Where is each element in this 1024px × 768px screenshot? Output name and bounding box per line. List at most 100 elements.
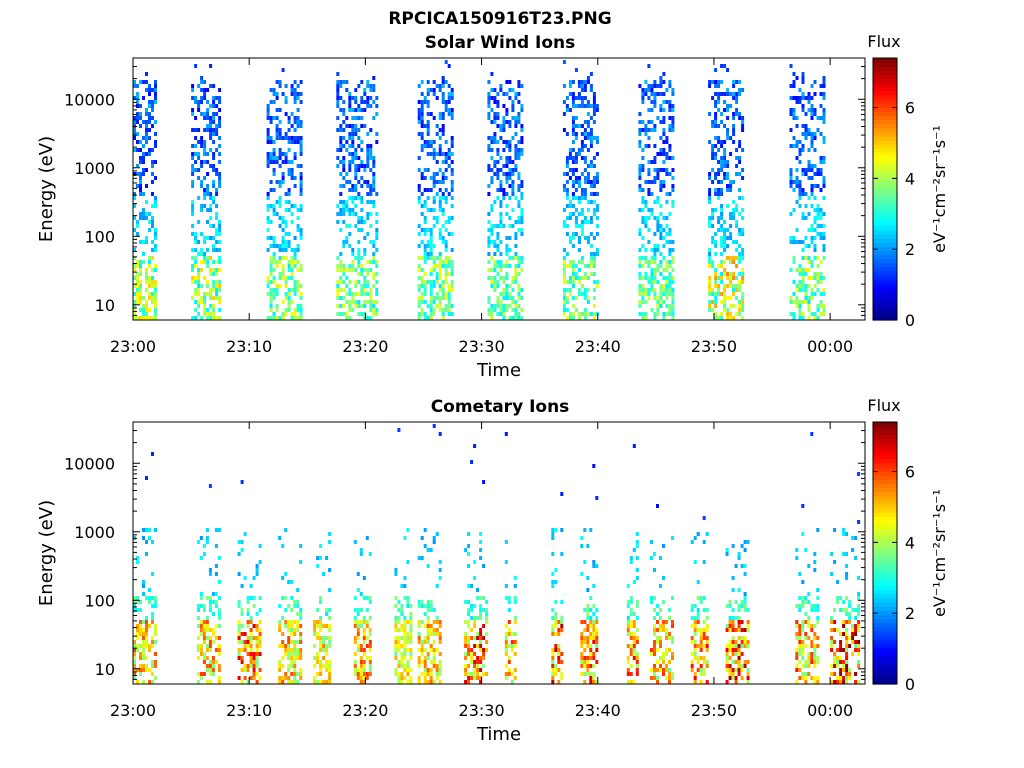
heatmap-cell xyxy=(479,648,483,652)
heatmap-cell xyxy=(845,632,849,636)
heatmap-cell xyxy=(822,112,826,116)
heatmap-cell xyxy=(574,156,578,160)
colorbar-step xyxy=(873,58,897,63)
heatmap-cell xyxy=(577,80,581,84)
heatmap-cell xyxy=(479,548,483,552)
heatmap-cell xyxy=(741,280,745,284)
heatmap-cell xyxy=(368,644,372,648)
heatmap-cell xyxy=(353,540,357,544)
heatmap-cell xyxy=(720,208,724,212)
heatmap-cell xyxy=(560,492,564,496)
heatmap-cell xyxy=(562,248,566,252)
heatmap-cell xyxy=(441,76,445,80)
heatmap-cell xyxy=(420,268,424,272)
heatmap-cell xyxy=(194,236,198,240)
heatmap-cell xyxy=(429,292,433,296)
heatmap-cell xyxy=(205,636,209,640)
heatmap-cell xyxy=(447,288,451,292)
heatmap-cell xyxy=(626,668,630,672)
heatmap-cell xyxy=(693,624,697,628)
heatmap-cell xyxy=(804,288,808,292)
heatmap-cell xyxy=(266,156,270,160)
heatmap-cell xyxy=(217,596,221,600)
heatmap-cell xyxy=(819,304,823,308)
heatmap-cell xyxy=(854,628,858,632)
heatmap-cell xyxy=(200,136,204,140)
heatmap-cell xyxy=(372,116,376,120)
heatmap-cell xyxy=(470,636,474,640)
heatmap-cell xyxy=(635,540,639,544)
heatmap-cell xyxy=(249,636,253,640)
heatmap-cell xyxy=(690,604,694,608)
heatmap-cell xyxy=(136,644,139,648)
heatmap-cell xyxy=(551,628,555,632)
heatmap-cell xyxy=(735,92,739,96)
heatmap-cell xyxy=(275,264,279,268)
heatmap-cell xyxy=(287,308,291,312)
heatmap-cell xyxy=(496,160,500,164)
heatmap-cell xyxy=(218,160,222,164)
heatmap-cell xyxy=(339,312,343,316)
heatmap-cell xyxy=(139,240,142,244)
heatmap-cell xyxy=(659,668,662,672)
heatmap-cell xyxy=(293,668,297,672)
heatmap-cell xyxy=(810,640,814,644)
heatmap-cell xyxy=(592,636,596,640)
heatmap-cell xyxy=(854,680,858,684)
heatmap-cell xyxy=(356,668,360,672)
heatmap-cell xyxy=(208,608,212,612)
heatmap-cell xyxy=(447,260,451,264)
heatmap-cell xyxy=(487,168,491,172)
heatmap-cell xyxy=(653,312,657,316)
heatmap-cell xyxy=(409,676,413,680)
heatmap-cell xyxy=(403,644,407,648)
heatmap-cell xyxy=(504,648,508,652)
heatmap-cell xyxy=(287,580,291,584)
heatmap-cell xyxy=(432,208,436,212)
heatmap-cell xyxy=(644,248,648,252)
heatmap-cell xyxy=(734,564,738,568)
heatmap-cell xyxy=(857,640,861,644)
heatmap-cell xyxy=(732,200,736,204)
heatmap-cell xyxy=(348,316,352,320)
heatmap-cell xyxy=(269,260,273,264)
heatmap-cell xyxy=(671,536,674,540)
heatmap-cell xyxy=(205,644,209,648)
heatmap-cell xyxy=(551,652,555,656)
heatmap-cell xyxy=(299,180,303,184)
heatmap-cell xyxy=(240,668,244,672)
heatmap-cell xyxy=(353,624,357,628)
heatmap-cell xyxy=(423,544,427,548)
heatmap-cell xyxy=(702,644,706,648)
heatmap-cell xyxy=(490,96,494,100)
heatmap-cell xyxy=(139,160,142,164)
heatmap-cell xyxy=(653,268,657,272)
heatmap-cell xyxy=(659,136,663,140)
heatmap-cell xyxy=(139,272,142,276)
heatmap-cell xyxy=(653,596,656,600)
heatmap-cell xyxy=(394,596,398,600)
heatmap-cell xyxy=(789,236,793,240)
heatmap-cell xyxy=(505,120,509,124)
heatmap-cell xyxy=(287,148,291,152)
heatmap-cell xyxy=(738,232,742,236)
heatmap-cell xyxy=(336,304,340,308)
heatmap-cell xyxy=(319,672,323,676)
heatmap-cell xyxy=(372,252,376,256)
heatmap-cell xyxy=(366,192,370,196)
heatmap-cell xyxy=(690,664,694,668)
heatmap-cell xyxy=(363,316,367,320)
heatmap-cell xyxy=(740,652,744,656)
heatmap-cell xyxy=(565,188,569,192)
heatmap-cell xyxy=(650,288,654,292)
heatmap-cell xyxy=(496,280,500,284)
heatmap-cell xyxy=(728,668,732,672)
heatmap-cell xyxy=(499,124,503,128)
heatmap-cell xyxy=(662,92,666,96)
heatmap-cell xyxy=(409,648,413,652)
heatmap-cell xyxy=(316,680,320,684)
heatmap-cell xyxy=(851,548,855,552)
heatmap-cell xyxy=(215,288,219,292)
heatmap-cell xyxy=(804,124,808,128)
heatmap-cell xyxy=(473,624,477,628)
